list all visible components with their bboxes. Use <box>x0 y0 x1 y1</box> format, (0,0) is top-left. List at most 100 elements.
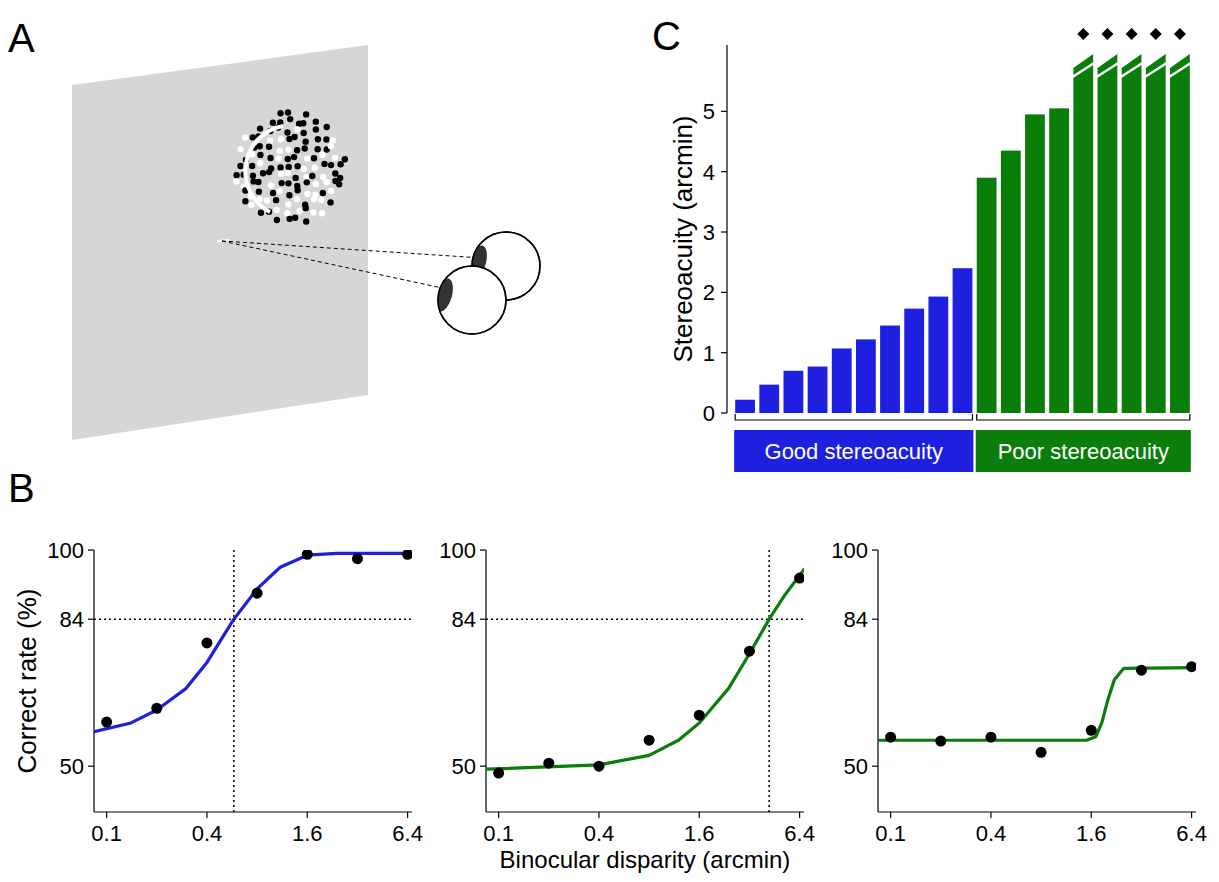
stimulus-dot <box>324 124 330 130</box>
stimulus-dot <box>337 161 343 167</box>
y-tick <box>721 111 727 112</box>
psychometric-panel: 50841000.10.41.66.4 <box>831 538 1207 846</box>
y-tick-label: 0 <box>703 401 715 426</box>
stimulus-dot <box>311 196 317 202</box>
stimulus-dot <box>304 179 310 185</box>
x-tick <box>1091 812 1092 818</box>
bar <box>880 326 900 413</box>
x-tick-label: 1.6 <box>292 821 323 846</box>
data-point <box>352 553 363 564</box>
y-tick-label: 50 <box>452 754 476 779</box>
x-tick <box>699 812 700 818</box>
stimulus-dot <box>250 134 256 140</box>
x-tick-label: 6.4 <box>1176 821 1207 846</box>
stimulus-dot <box>323 136 329 142</box>
y-tick-label: 100 <box>439 538 476 563</box>
y-tick <box>88 549 94 550</box>
sight-line <box>222 241 482 258</box>
x-tick-label: 1.6 <box>1076 821 1107 846</box>
stimulus-dot <box>301 166 307 172</box>
group-box <box>734 430 973 472</box>
beyond-range-marker <box>1126 28 1138 40</box>
stimulus-dot <box>320 174 326 180</box>
y-axis-title: Correct rate (%) <box>12 589 42 774</box>
stimulus-dot <box>273 207 279 213</box>
beyond-range-marker <box>1101 28 1113 40</box>
stimulus-dot <box>248 202 254 208</box>
stimulus-dot <box>309 173 315 179</box>
bar <box>808 367 828 413</box>
stimulus-dot <box>314 146 320 152</box>
stimulus-dot <box>332 170 338 176</box>
reference-line <box>233 550 235 812</box>
x-axis-title: Binocular disparity (arcmin) <box>500 846 791 873</box>
stimulus-dot <box>260 170 266 176</box>
reference-line <box>486 618 804 620</box>
y-tick <box>872 619 878 620</box>
y-tick <box>872 549 878 550</box>
stimulus-dot <box>278 171 284 177</box>
stimulus-dot <box>304 155 310 161</box>
bar <box>832 348 852 413</box>
group-bracket <box>977 414 1190 420</box>
stimulus-dot <box>319 151 325 157</box>
panel-label: B <box>8 466 35 510</box>
figure: ABC50841000.10.41.66.4Correct rate (%)50… <box>0 0 1219 882</box>
stimulus-dot <box>330 137 336 143</box>
bar <box>1025 114 1045 413</box>
data-point <box>201 637 212 648</box>
x-axis <box>94 811 412 812</box>
stimulus-dot <box>312 165 318 171</box>
stereoacuity-panel: 012345Stereoacuity (arcmin)Good stereoac… <box>668 28 1191 472</box>
stimulus-dot <box>277 110 283 116</box>
data-point <box>744 646 755 657</box>
data-point <box>593 761 604 772</box>
stimulus-dot <box>286 164 292 170</box>
stimulus-dot <box>273 197 279 203</box>
bar <box>1122 54 1142 413</box>
bar <box>1001 151 1021 413</box>
x-tick-label: 0.4 <box>976 821 1007 846</box>
fit-curve <box>878 668 1196 741</box>
data-point <box>694 710 705 721</box>
break-mark <box>1169 63 1191 77</box>
stimulus-dot <box>294 163 300 169</box>
stimulus-dot <box>300 120 306 126</box>
y-axis <box>93 550 94 812</box>
data-point <box>493 768 504 779</box>
stimulus-dot <box>237 146 243 152</box>
y-axis-title: Stereoacuity (arcmin) <box>668 115 698 362</box>
beyond-range-marker <box>1077 28 1089 40</box>
y-tick-label: 50 <box>60 754 84 779</box>
stimulus-dot <box>300 130 306 136</box>
bar <box>977 178 997 413</box>
y-tick-label: 84 <box>452 607 476 632</box>
x-tick <box>307 812 308 818</box>
bar <box>928 297 948 413</box>
panel-label: C <box>652 14 681 58</box>
data-point <box>794 573 804 584</box>
data-point <box>885 732 896 743</box>
y-tick-label: 50 <box>844 754 868 779</box>
y-tick <box>480 619 486 620</box>
x-axis <box>486 811 804 812</box>
x-tick <box>106 812 107 818</box>
stimulus-dot <box>327 199 333 205</box>
stimulus-dot <box>294 147 300 153</box>
y-axis <box>726 45 727 413</box>
y-tick <box>721 292 727 293</box>
stimulus-dot <box>285 180 291 186</box>
y-tick <box>721 231 727 232</box>
plot-area <box>486 550 804 812</box>
stimulus-dot <box>332 154 338 160</box>
bar <box>735 400 755 413</box>
stimulus-dot <box>310 209 316 215</box>
y-tick <box>88 619 94 620</box>
data-point <box>1136 665 1147 676</box>
eye-outline <box>438 266 506 334</box>
stimulus-dot <box>328 143 334 149</box>
y-axis <box>485 550 486 812</box>
data-point <box>935 736 946 747</box>
x-tick-label: 1.6 <box>684 821 715 846</box>
y-tick <box>721 352 727 353</box>
